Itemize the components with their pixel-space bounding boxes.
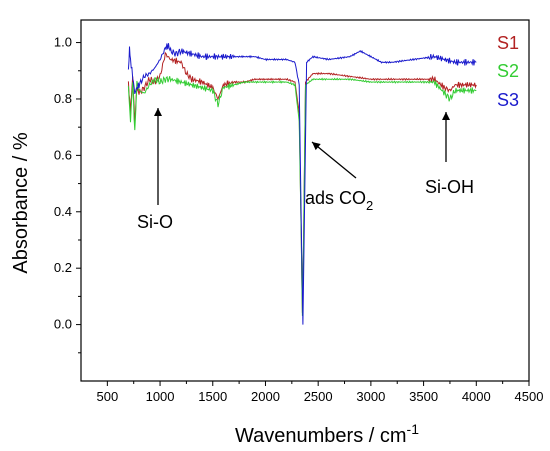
y-tick-label: 0.2 — [54, 260, 72, 275]
legend-label-s1: S1 — [497, 33, 519, 53]
si-oh-arrow-head — [442, 112, 450, 120]
x-tick-label: 3000 — [356, 389, 385, 404]
x-tick-label: 1000 — [146, 389, 175, 404]
y-tick-label: 0.6 — [54, 147, 72, 162]
y-tick-label: 1.0 — [54, 35, 72, 50]
y-tick-label: 0.0 — [54, 317, 72, 332]
annotations: Si-O ads CO2 Si-OH — [137, 108, 474, 232]
y-axis-ticks: 0.0 0.2 0.4 0.6 0.8 1.0 — [54, 35, 81, 354]
x-axis-title: Wavenumbers / cm-1 — [235, 421, 419, 447]
x-tick-label: 4500 — [515, 389, 544, 404]
y-axis-title: Absorbance / % — [10, 132, 32, 273]
x-tick-label: 1500 — [198, 389, 227, 404]
y-tick-label: 0.8 — [54, 91, 72, 106]
x-axis-ticks: 500 1000 1500 2000 2500 3000 3500 4000 4500 — [97, 381, 544, 404]
legend: S1 S2 S3 — [497, 33, 519, 110]
si-o-arrow-head — [154, 108, 162, 116]
x-axis-title-superscript: -1 — [407, 421, 420, 437]
y-tick-label: 0.4 — [54, 204, 72, 219]
series-line-s3 — [127, 43, 477, 325]
x-tick-label: 2500 — [304, 389, 333, 404]
axes-frame — [80, 19, 530, 382]
annotation-si-o: Si-O — [137, 212, 173, 232]
x-tick-label: 500 — [97, 389, 119, 404]
annotation-si-oh: Si-OH — [425, 177, 474, 197]
x-tick-label: 3500 — [409, 389, 438, 404]
annotation-ads-co2: ads CO2 — [305, 188, 373, 213]
ads-co2-arrow-head — [312, 142, 321, 151]
x-tick-label: 2000 — [251, 389, 280, 404]
legend-label-s2: S2 — [497, 61, 519, 81]
legend-label-s3: S3 — [497, 90, 519, 110]
ads-co2-arrow-line — [311, 141, 357, 179]
plot-lines — [127, 43, 477, 325]
x-tick-label: 4000 — [462, 389, 491, 404]
